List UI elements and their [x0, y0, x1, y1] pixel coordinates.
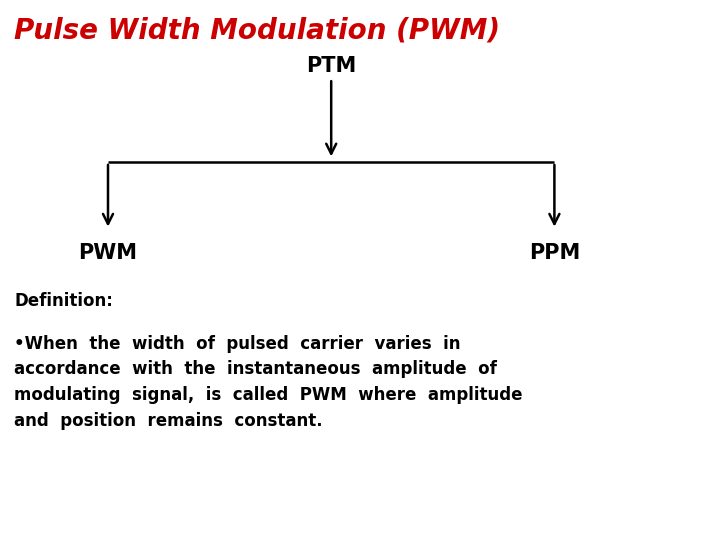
- Text: Pulse Width Modulation (PWM): Pulse Width Modulation (PWM): [14, 16, 500, 44]
- Text: PTM: PTM: [306, 56, 356, 76]
- Text: PPM: PPM: [528, 243, 580, 263]
- Text: •When  the  width  of  pulsed  carrier  varies  in
accordance  with  the  instan: •When the width of pulsed carrier varies…: [14, 335, 523, 430]
- Text: Definition:: Definition:: [14, 292, 113, 309]
- Text: PWM: PWM: [78, 243, 138, 263]
